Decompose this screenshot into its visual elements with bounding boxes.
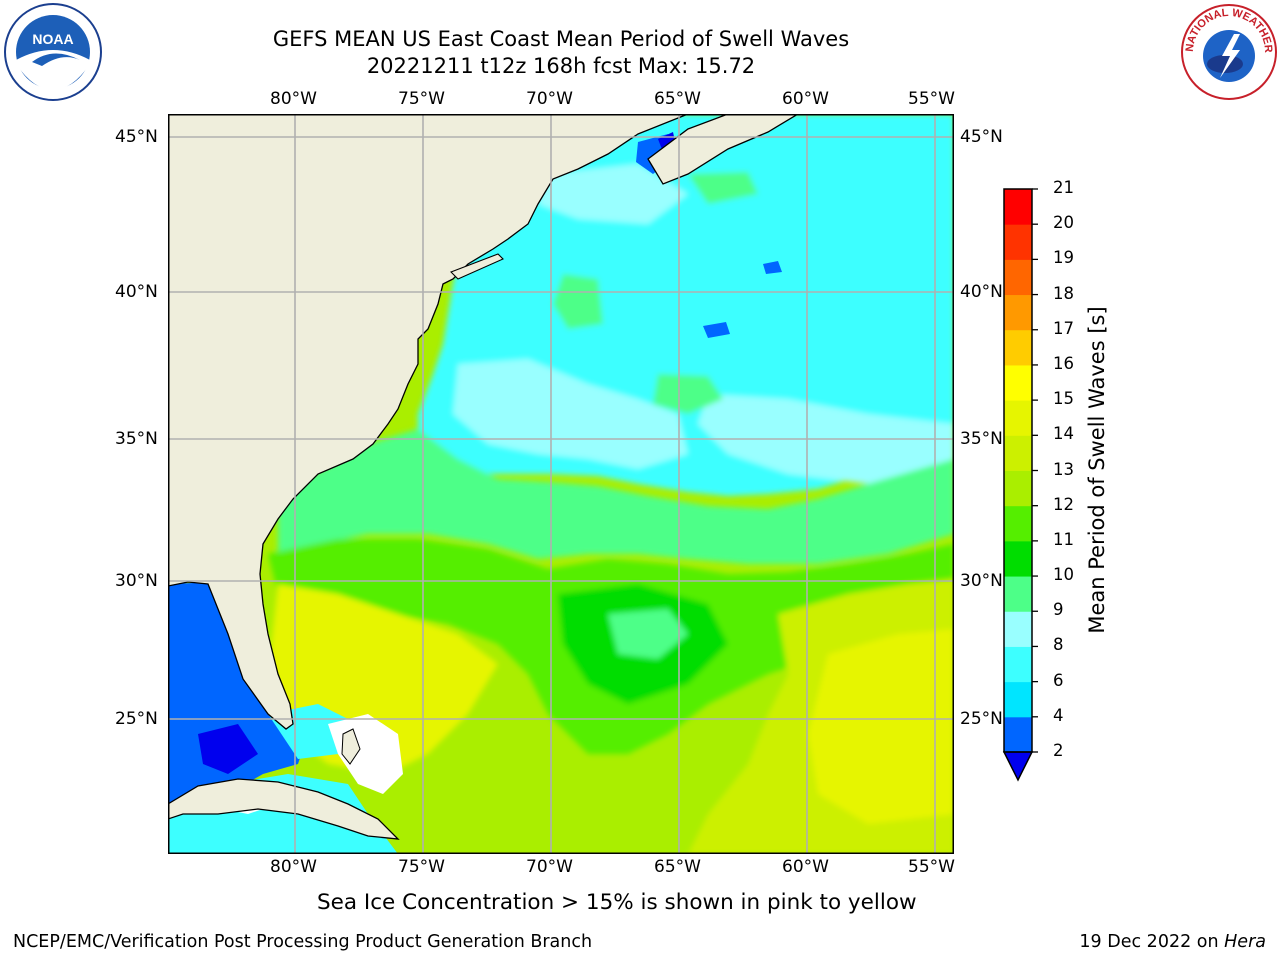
colorbar-bin-4-6: [1004, 681, 1032, 718]
colorbar-tick-18: 18: [1053, 283, 1074, 303]
lat-tick-right-45n: 45°N: [960, 127, 1003, 147]
colorbar-bin-13-14: [1004, 435, 1032, 471]
lon-tick-top-55w: 55°W: [908, 89, 955, 109]
region-period-10-core: [608, 609, 688, 659]
colorbar-tick-14: 14: [1053, 424, 1074, 444]
colorbar-label: Mean Period of Swell Waves [s]: [1085, 306, 1109, 634]
noaa-wordmark: NOAA: [32, 31, 73, 47]
lon-tick-bottom-55w: 55°W: [908, 857, 955, 877]
lat-tick-right-30n: 30°N: [960, 571, 1003, 591]
land-nova-scotia: [647, 114, 800, 185]
nws-logo: NATIONAL WEATHER SERVICE: [1178, 2, 1277, 100]
colorbar-tick-10: 10: [1053, 565, 1074, 585]
colorbar-under-triangle: [1002, 751, 1034, 782]
colorbar-tick-17: 17: [1053, 318, 1074, 338]
region-period-8-c: [538, 164, 688, 224]
colorbar-bin-12-13: [1004, 470, 1032, 507]
lon-tick-top-70w: 70°W: [526, 89, 573, 109]
lat-tick-left-45n: 45°N: [115, 127, 158, 147]
swell-period-map: [168, 114, 954, 854]
lon-tick-bottom-65w: 65°W: [654, 857, 701, 877]
lon-tick-top-75w: 75°W: [398, 89, 445, 109]
lat-tick-left-25n: 25°N: [115, 709, 158, 729]
colorbar-bin-20-21: [1004, 189, 1032, 225]
footer-machine: Hera: [1224, 932, 1266, 952]
lon-tick-top-65w: 65°W: [654, 89, 701, 109]
lat-tick-right-25n: 25°N: [960, 709, 1003, 729]
eddy-field-4-a: [703, 322, 730, 338]
chart-title: GEFS MEAN US East Coast Mean Period of S…: [272, 27, 850, 51]
colorbar-bin-19-20: [1004, 224, 1032, 260]
colorbar-tick-8: 8: [1053, 635, 1064, 655]
colorbar: [1002, 188, 1038, 782]
lon-tick-top-60w: 60°W: [782, 89, 829, 109]
map-frame: [168, 114, 954, 854]
colorbar-tick-16: 16: [1053, 353, 1074, 373]
colorbar-bin-11-12: [1004, 505, 1032, 542]
lat-tick-left-40n: 40°N: [115, 282, 158, 302]
colorbar-bin-18-19: [1004, 259, 1032, 296]
lon-tick-bottom-75w: 75°W: [398, 857, 445, 877]
lat-tick-right-40n: 40°N: [960, 282, 1003, 302]
colorbar-tick-11: 11: [1053, 529, 1074, 549]
colorbar-bin-15-16: [1004, 364, 1032, 401]
lon-tick-bottom-70w: 70°W: [526, 857, 573, 877]
lat-tick-right-35n: 35°N: [960, 429, 1003, 449]
land-andros-island: [341, 728, 361, 765]
colorbar-bin-16-17: [1004, 329, 1032, 366]
noaa-logo: NOAA: [4, 3, 102, 101]
lon-tick-top-80w: 80°W: [270, 89, 317, 109]
sea-ice-note: Sea Ice Concentration > 15% is shown in …: [317, 890, 917, 915]
region-period-10-c: [688, 172, 758, 204]
lat-tick-left-30n: 30°N: [115, 571, 158, 591]
region-period-8-a: [453, 359, 688, 469]
footer-date: 19 Dec 2022 on Hera: [1079, 932, 1266, 952]
colorbar-tick-9: 9: [1053, 600, 1064, 620]
colorbar-tick-15: 15: [1053, 389, 1074, 409]
gulf-field-2: [198, 724, 258, 774]
colorbar-bin-9-10: [1004, 576, 1032, 612]
footer-date-text: 19 Dec 2022 on: [1079, 932, 1225, 952]
colorbar-tick-13: 13: [1053, 459, 1074, 479]
colorbar-tick-4: 4: [1053, 705, 1064, 725]
region-period-10-a: [653, 374, 723, 414]
region-period-10-b: [553, 274, 603, 329]
land-cuba: [168, 778, 400, 840]
colorbar-tick-19: 19: [1053, 248, 1074, 268]
lat-tick-left-35n: 35°N: [115, 429, 158, 449]
colorbar-bin-10-11: [1004, 540, 1032, 577]
land-long-island: [450, 253, 504, 280]
lon-tick-bottom-80w: 80°W: [270, 857, 317, 877]
colorbar-bin-6-8: [1004, 646, 1032, 683]
colorbar-bin-8-9: [1004, 611, 1032, 647]
region-period-14-east: [808, 629, 954, 824]
colorbar-bin-17-18: [1004, 294, 1032, 331]
colorbar-tick-2: 2: [1053, 741, 1064, 760]
region-period-10-band: [278, 429, 954, 564]
colorbar-tick-20: 20: [1053, 213, 1074, 233]
land-north-america: [168, 114, 689, 730]
colorbar-tick-12: 12: [1053, 494, 1074, 514]
colorbar-tick-6: 6: [1053, 670, 1064, 690]
eddy-field-4-b: [763, 261, 782, 274]
chart-subtitle: 20221211 t12z 168h fcst Max: 15.72: [366, 54, 756, 78]
colorbar-tick-21: 21: [1053, 178, 1074, 197]
colorbar-bin-14-15: [1004, 400, 1032, 436]
colorbar-bin-2-4: [1004, 716, 1032, 753]
footer-credit: NCEP/EMC/Verification Post Processing Pr…: [13, 932, 593, 952]
lon-tick-bottom-60w: 60°W: [782, 857, 829, 877]
